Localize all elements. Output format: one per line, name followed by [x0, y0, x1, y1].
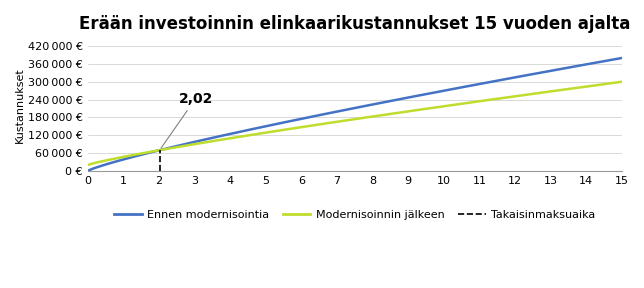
Ennen modernisointia: [618, 56, 626, 60]
Ennen modernisointia: [84, 169, 91, 173]
Ennen modernisointia: [411, 94, 419, 98]
Ennen modernisointia: [568, 65, 576, 69]
Ennen modernisointia: [86, 168, 93, 172]
Y-axis label: Kustannukset: Kustannukset: [15, 68, 25, 143]
Modernisoinnin jälkeen: [618, 80, 626, 84]
Modernisoinnin jälkeen: [534, 91, 542, 95]
Ennen modernisointia: [400, 97, 408, 100]
Modernisoinnin jälkeen: [568, 87, 576, 90]
Ennen modernisointia: [402, 96, 410, 100]
Line: Modernisoinnin jälkeen: Modernisoinnin jälkeen: [88, 82, 622, 165]
Modernisoinnin jälkeen: [402, 110, 410, 113]
Modernisoinnin jälkeen: [84, 163, 91, 167]
Line: Ennen modernisointia: Ennen modernisointia: [88, 58, 622, 171]
Title: Erään investoinnin elinkaarikustannukset 15 vuoden ajalta: Erään investoinnin elinkaarikustannukset…: [79, 15, 630, 33]
Ennen modernisointia: [534, 71, 542, 75]
Text: 2,02: 2,02: [161, 92, 213, 148]
Modernisoinnin jälkeen: [400, 110, 408, 114]
Modernisoinnin jälkeen: [411, 109, 419, 112]
Modernisoinnin jälkeen: [86, 163, 93, 166]
Legend: Ennen modernisointia, Modernisoinnin jälkeen, Takaisinmaksuaika: Ennen modernisointia, Modernisoinnin jäl…: [109, 205, 600, 224]
